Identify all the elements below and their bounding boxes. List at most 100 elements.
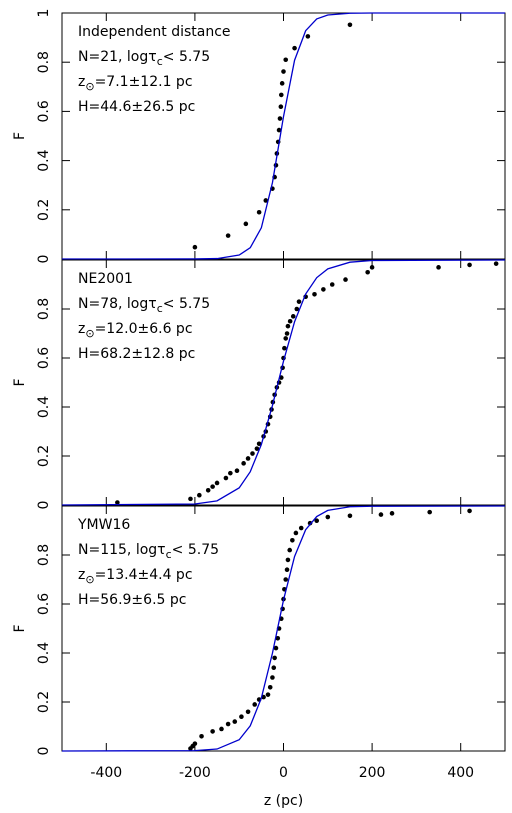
data-point [287,318,293,324]
data-point [115,500,120,505]
annotation-subscript: ⊙ [85,80,94,93]
data-point [283,336,289,341]
x-tick-label: 200 [359,765,386,781]
y-tick-label: 0 [36,747,52,756]
annotation-subscript: ⊙ [85,573,94,586]
annotation-text: NE2001 [78,271,133,287]
annotation-text: N=115, log [78,542,157,558]
data-point [314,518,320,523]
annotation-text: =13.4±4.4 pc [95,567,193,583]
data-point [467,262,472,268]
y-tick-label: 0.2 [36,691,52,713]
data-point [225,721,231,727]
annotation-text: < 5.75 [163,296,210,312]
data-point [347,22,353,28]
data-point [284,567,290,572]
annotation-text: < 5.75 [172,542,219,558]
data-point [243,221,249,227]
data-point [210,729,215,734]
annotation: NE2001 [78,271,133,287]
data-point [188,496,193,502]
data-point [245,456,251,461]
y-tick-label: 0.6 [36,593,52,615]
data-point [276,127,282,133]
y-tick-label: 0 [36,501,52,510]
data-point [234,468,240,474]
annotation-text: =7.1±12.1 pc [95,74,193,90]
annotation-text: =12.0±6.6 pc [95,321,193,337]
data-point [214,480,220,486]
annotation-text: N=21, log [78,49,148,65]
x-axis-label: z (pc) [264,793,303,809]
y-tick-label: 0.4 [36,642,52,664]
y-axis-label: F [12,624,28,632]
data-point [285,557,291,563]
data-point [365,269,370,275]
y-tick-label: 0.6 [36,100,52,122]
y-tick-label: 0.8 [36,544,52,566]
annotation-text: < 5.75 [163,49,210,65]
x-tick-label: 400 [447,765,474,781]
annotation-text: τ [157,542,165,558]
x-tick-label: -400 [90,765,122,781]
data-point [267,685,273,690]
annotation-text: YMW16 [77,517,130,533]
data-point [254,446,260,451]
annotation-subscript: ⊙ [85,327,94,340]
data-point [282,345,287,351]
annotation-text: z [78,567,85,583]
annotation-text: Independent distance [78,24,231,40]
data-point [284,331,290,336]
annotation-text: τ [148,296,156,312]
data-point [256,441,262,447]
data-point [239,714,244,719]
data-point [199,734,204,739]
y-tick-label: 1 [36,9,52,18]
data-point [241,461,246,466]
annotation: YMW16 [77,517,130,533]
data-point [281,69,286,74]
data-point [307,520,313,526]
data-point [329,282,335,287]
annotation-subscript: c [157,302,163,315]
data-point [369,265,375,270]
data-point [271,665,277,670]
data-point [312,292,317,297]
y-axis-label: F [12,378,28,386]
data-point [321,287,326,292]
y-tick-label: 0.4 [36,149,52,171]
data-point [252,702,258,707]
data-point [283,57,289,63]
data-point [219,726,224,732]
annotation: H=44.6±26.5 pc [78,99,195,115]
data-point [389,511,395,516]
annotation-subscript: c [157,55,163,68]
data-point [192,244,198,250]
data-point [293,530,299,536]
data-point [228,470,233,476]
annotation: H=68.2±12.8 pc [78,346,195,362]
y-tick-label: 0.6 [36,347,52,369]
data-point [278,92,284,98]
x-tick-label: 0 [279,765,288,781]
data-point [250,451,255,456]
data-point [298,525,304,531]
annotation-subscript: c [166,548,172,561]
data-point [467,508,472,514]
data-point [343,277,348,282]
y-axis-label: F [12,132,28,140]
annotation: Independent distance [78,24,231,40]
y-tick-label: 0.8 [36,298,52,320]
annotation-text: z [78,74,85,90]
annotation-text: H=68.2±12.8 pc [78,346,195,362]
data-point [279,81,285,86]
y-tick-label: 0.4 [36,396,52,418]
annotation-text: H=44.6±26.5 pc [78,99,195,115]
data-point [292,45,297,51]
data-point [427,509,432,515]
annotation-text: H=56.9±6.5 pc [78,592,186,608]
annotation: N=78, logτc​< 5.75 [78,296,210,315]
data-point [197,492,202,498]
y-tick-label: 0 [36,255,52,264]
